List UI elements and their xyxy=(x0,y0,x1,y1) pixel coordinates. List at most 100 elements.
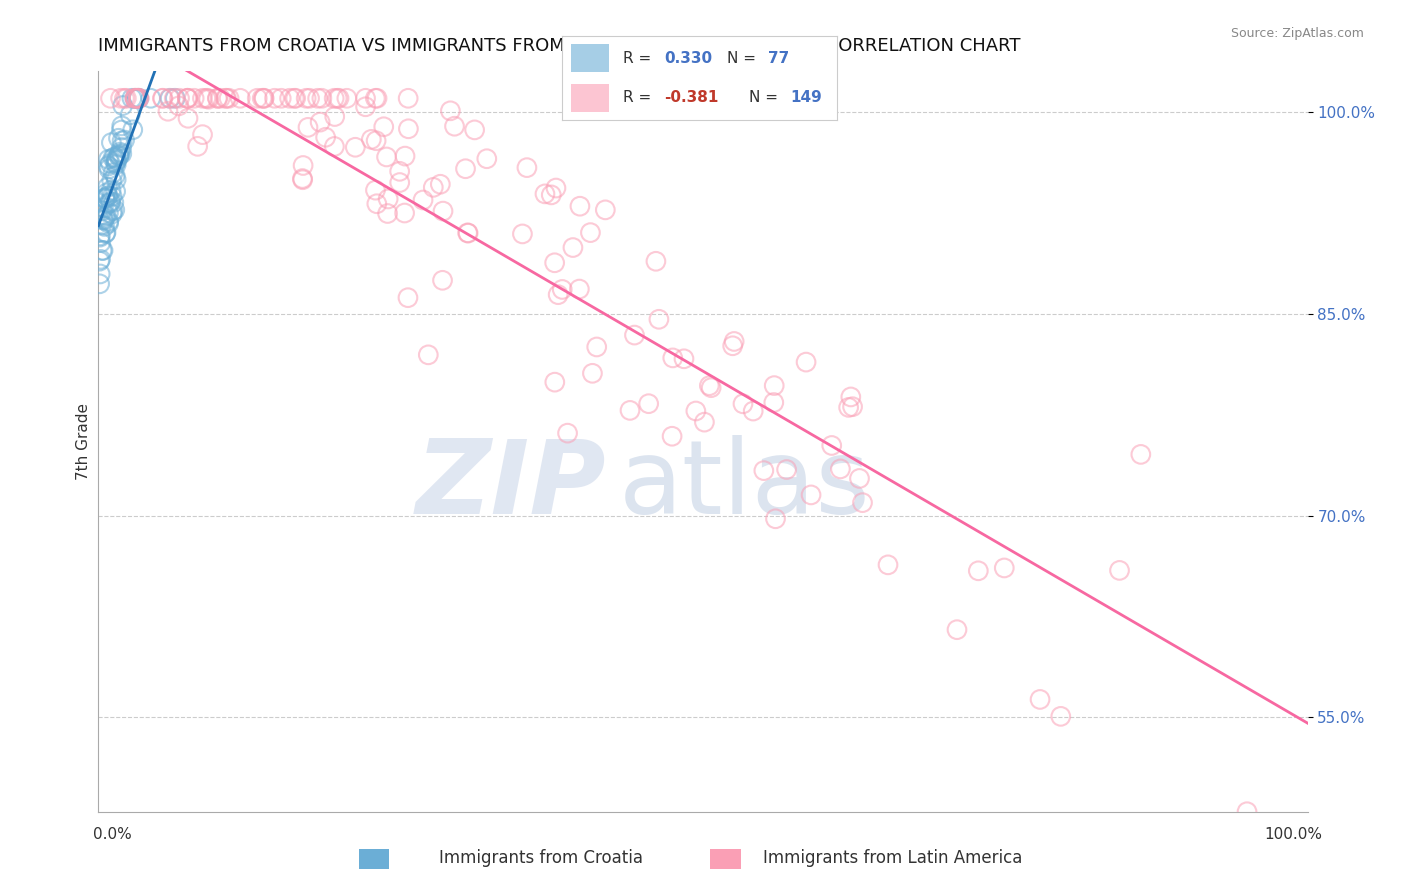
Point xyxy=(121,123,143,137)
Point xyxy=(121,91,143,105)
Point xyxy=(89,267,111,281)
Point xyxy=(215,91,238,105)
Point xyxy=(661,429,683,443)
Point xyxy=(775,462,797,476)
Point xyxy=(105,158,128,172)
Point xyxy=(1029,692,1052,706)
Point xyxy=(97,159,120,173)
Point xyxy=(422,180,444,194)
Point xyxy=(105,172,128,186)
Point xyxy=(229,91,252,105)
Point xyxy=(557,426,579,441)
Point xyxy=(114,133,136,147)
Text: 77: 77 xyxy=(768,51,789,66)
Y-axis label: 7th Grade: 7th Grade xyxy=(76,403,91,480)
Point xyxy=(637,397,659,411)
Point xyxy=(93,219,115,234)
Point xyxy=(250,91,273,105)
Point xyxy=(388,164,411,178)
Point xyxy=(105,152,128,166)
Point xyxy=(110,91,132,105)
Point xyxy=(394,149,416,163)
Point xyxy=(841,400,863,414)
Point xyxy=(191,91,214,105)
Point xyxy=(115,91,138,105)
Point xyxy=(111,146,134,161)
Text: N =: N = xyxy=(727,51,761,66)
Point xyxy=(159,91,181,105)
Text: 0.330: 0.330 xyxy=(664,51,711,66)
Point xyxy=(672,351,695,366)
Point xyxy=(100,183,122,197)
Point xyxy=(839,390,862,404)
Point xyxy=(89,228,111,243)
Point xyxy=(167,99,190,113)
Point xyxy=(169,91,191,105)
Point xyxy=(851,496,873,510)
Point xyxy=(336,91,359,105)
Point xyxy=(838,401,860,415)
Point xyxy=(111,134,134,148)
Point xyxy=(645,254,668,268)
Point xyxy=(91,244,114,258)
Point xyxy=(104,155,127,169)
Text: 100.0%: 100.0% xyxy=(1264,827,1323,841)
Point xyxy=(394,206,416,220)
Text: ZIP: ZIP xyxy=(416,435,606,536)
Point xyxy=(114,91,136,105)
Point xyxy=(128,91,150,105)
FancyBboxPatch shape xyxy=(571,45,609,72)
Point xyxy=(107,131,129,145)
Point xyxy=(685,404,707,418)
Point xyxy=(396,291,419,305)
Point xyxy=(1049,709,1071,723)
Text: -0.381: -0.381 xyxy=(664,90,718,105)
Point xyxy=(373,120,395,134)
Point xyxy=(699,378,721,392)
Point xyxy=(366,134,388,148)
Text: R =: R = xyxy=(623,90,655,105)
Point xyxy=(581,367,603,381)
Point xyxy=(946,623,969,637)
Point xyxy=(765,512,787,526)
Point xyxy=(993,561,1015,575)
Point xyxy=(124,91,146,105)
Point xyxy=(848,471,870,485)
Point xyxy=(1236,805,1258,819)
Point xyxy=(89,254,111,268)
Point xyxy=(323,91,346,105)
Point xyxy=(207,91,229,105)
Point xyxy=(96,180,118,194)
Point xyxy=(328,91,350,105)
Point xyxy=(731,397,754,411)
Point xyxy=(457,226,479,240)
Point xyxy=(100,156,122,170)
Point xyxy=(187,139,209,153)
Point xyxy=(297,120,319,135)
Point xyxy=(432,204,454,219)
Point xyxy=(108,147,131,161)
Point xyxy=(93,191,115,205)
Point xyxy=(107,149,129,163)
Point xyxy=(551,282,574,296)
Point xyxy=(344,140,367,154)
Point xyxy=(94,227,117,241)
Point xyxy=(89,230,111,244)
Point xyxy=(101,151,124,165)
Point xyxy=(270,91,292,105)
Point xyxy=(93,213,115,227)
Point xyxy=(284,91,307,105)
Point xyxy=(103,150,125,164)
Point xyxy=(120,108,142,122)
Point xyxy=(91,212,114,227)
Point xyxy=(585,340,607,354)
Point xyxy=(364,183,387,197)
Point xyxy=(375,150,398,164)
Point xyxy=(89,277,111,291)
Point xyxy=(366,196,388,211)
Point xyxy=(661,351,683,365)
Point xyxy=(830,462,852,476)
Point xyxy=(128,91,150,105)
Text: N =: N = xyxy=(749,90,783,105)
Point xyxy=(96,186,118,200)
